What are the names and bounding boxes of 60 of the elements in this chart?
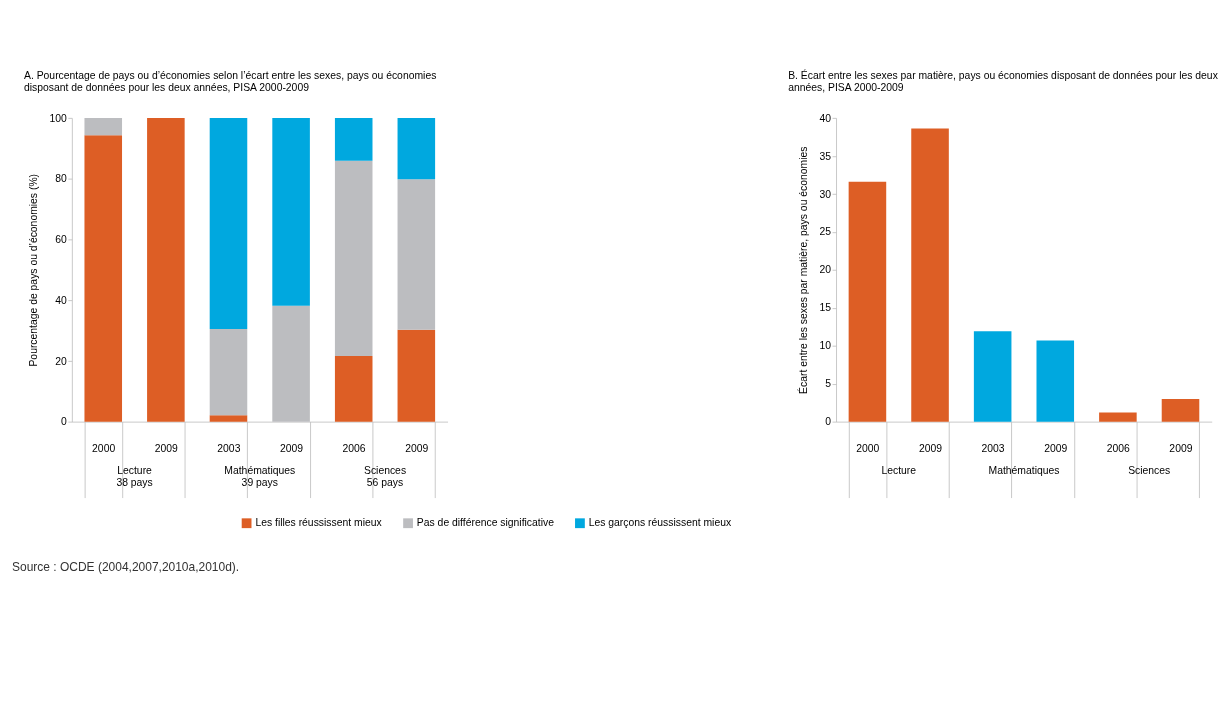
text: Lecture <box>881 464 917 476</box>
bar <box>84 117 123 136</box>
bar <box>1161 398 1200 422</box>
x-tick-label: 2009 <box>405 442 429 454</box>
y-tick-label: 20 <box>55 355 67 367</box>
text: Mathématiques 39 pays <box>224 464 296 488</box>
y-tick-label: 15 <box>819 302 832 314</box>
x-tick-label: 2000 <box>856 442 880 454</box>
x-tick-label: 2009 <box>279 442 304 454</box>
bar <box>84 135 123 422</box>
x-tick-label: 2009 <box>918 442 943 454</box>
source-note: Source : OCDE (2004,2007,2010a,2010d). <box>11 560 240 575</box>
y-tick-label: 5 <box>825 378 832 390</box>
bar <box>397 329 436 422</box>
bar <box>334 160 373 357</box>
bar <box>397 179 436 330</box>
bar <box>1036 340 1075 422</box>
y-axis-title: Pourcentage de pays ou d’économies (%) <box>28 173 40 367</box>
y-tick-label: 0 <box>60 416 67 428</box>
x-tick-label: 2009 <box>154 442 179 454</box>
y-tick-label: 20 <box>819 264 832 276</box>
bar <box>209 329 248 416</box>
x-tick-label: 2009 <box>1169 442 1193 454</box>
y-axis-title: Écart entre les sexes par matière, pays ou économies <box>797 146 810 394</box>
text: Lecture 38 pays <box>116 464 153 488</box>
x-tick-label: 2003 <box>981 442 1005 454</box>
chart-title: A. Pourcentage de pays ou d’économies selon l’écart entre les sexes, pays ou économies disposant de données pour les deux années, PISA 2000-2009 <box>23 69 437 93</box>
y-tick-label: 10 <box>819 340 832 352</box>
bar <box>209 415 248 422</box>
text: Mathématiques <box>988 464 1060 476</box>
chart-title: B. Écart entre les sexes par matière, pays ou économies disposant de données pour les deux années, PISA 2000-2009 <box>788 68 1219 93</box>
y-tick-label: 40 <box>55 294 67 306</box>
bar <box>147 117 185 422</box>
x-tick-label: 2009 <box>1044 442 1068 454</box>
x-tick-label: 2003 <box>217 442 241 454</box>
y-tick-label: 60 <box>55 234 67 246</box>
y-tick-label: 25 <box>819 226 832 238</box>
legend-label: Les filles réussissent mieux <box>255 517 383 529</box>
bar <box>397 117 436 180</box>
y-tick-label: 80 <box>55 173 67 185</box>
bar <box>209 117 248 330</box>
x-tick-label: 2006 <box>1106 442 1131 454</box>
bar <box>272 117 310 306</box>
bar <box>334 356 373 422</box>
y-tick-label: 100 <box>49 112 67 124</box>
legend-label: Pas de différence significative <box>416 517 555 529</box>
bar <box>334 117 373 161</box>
bar <box>848 181 887 422</box>
x-tick-label: 2000 <box>92 442 116 454</box>
bar <box>973 331 1012 422</box>
y-tick-label: 0 <box>825 416 832 428</box>
bar <box>1099 412 1137 422</box>
y-tick-label: 30 <box>819 188 832 200</box>
text: Sciences 56 pays <box>363 464 407 488</box>
legend-label: Les garçons réussissent mieux <box>588 517 732 529</box>
text: Sciences <box>1128 464 1171 476</box>
bar <box>911 128 949 422</box>
y-tick-label: 40 <box>819 112 832 124</box>
y-tick-label: 35 <box>819 150 832 162</box>
x-tick-label: 2006 <box>342 442 366 454</box>
